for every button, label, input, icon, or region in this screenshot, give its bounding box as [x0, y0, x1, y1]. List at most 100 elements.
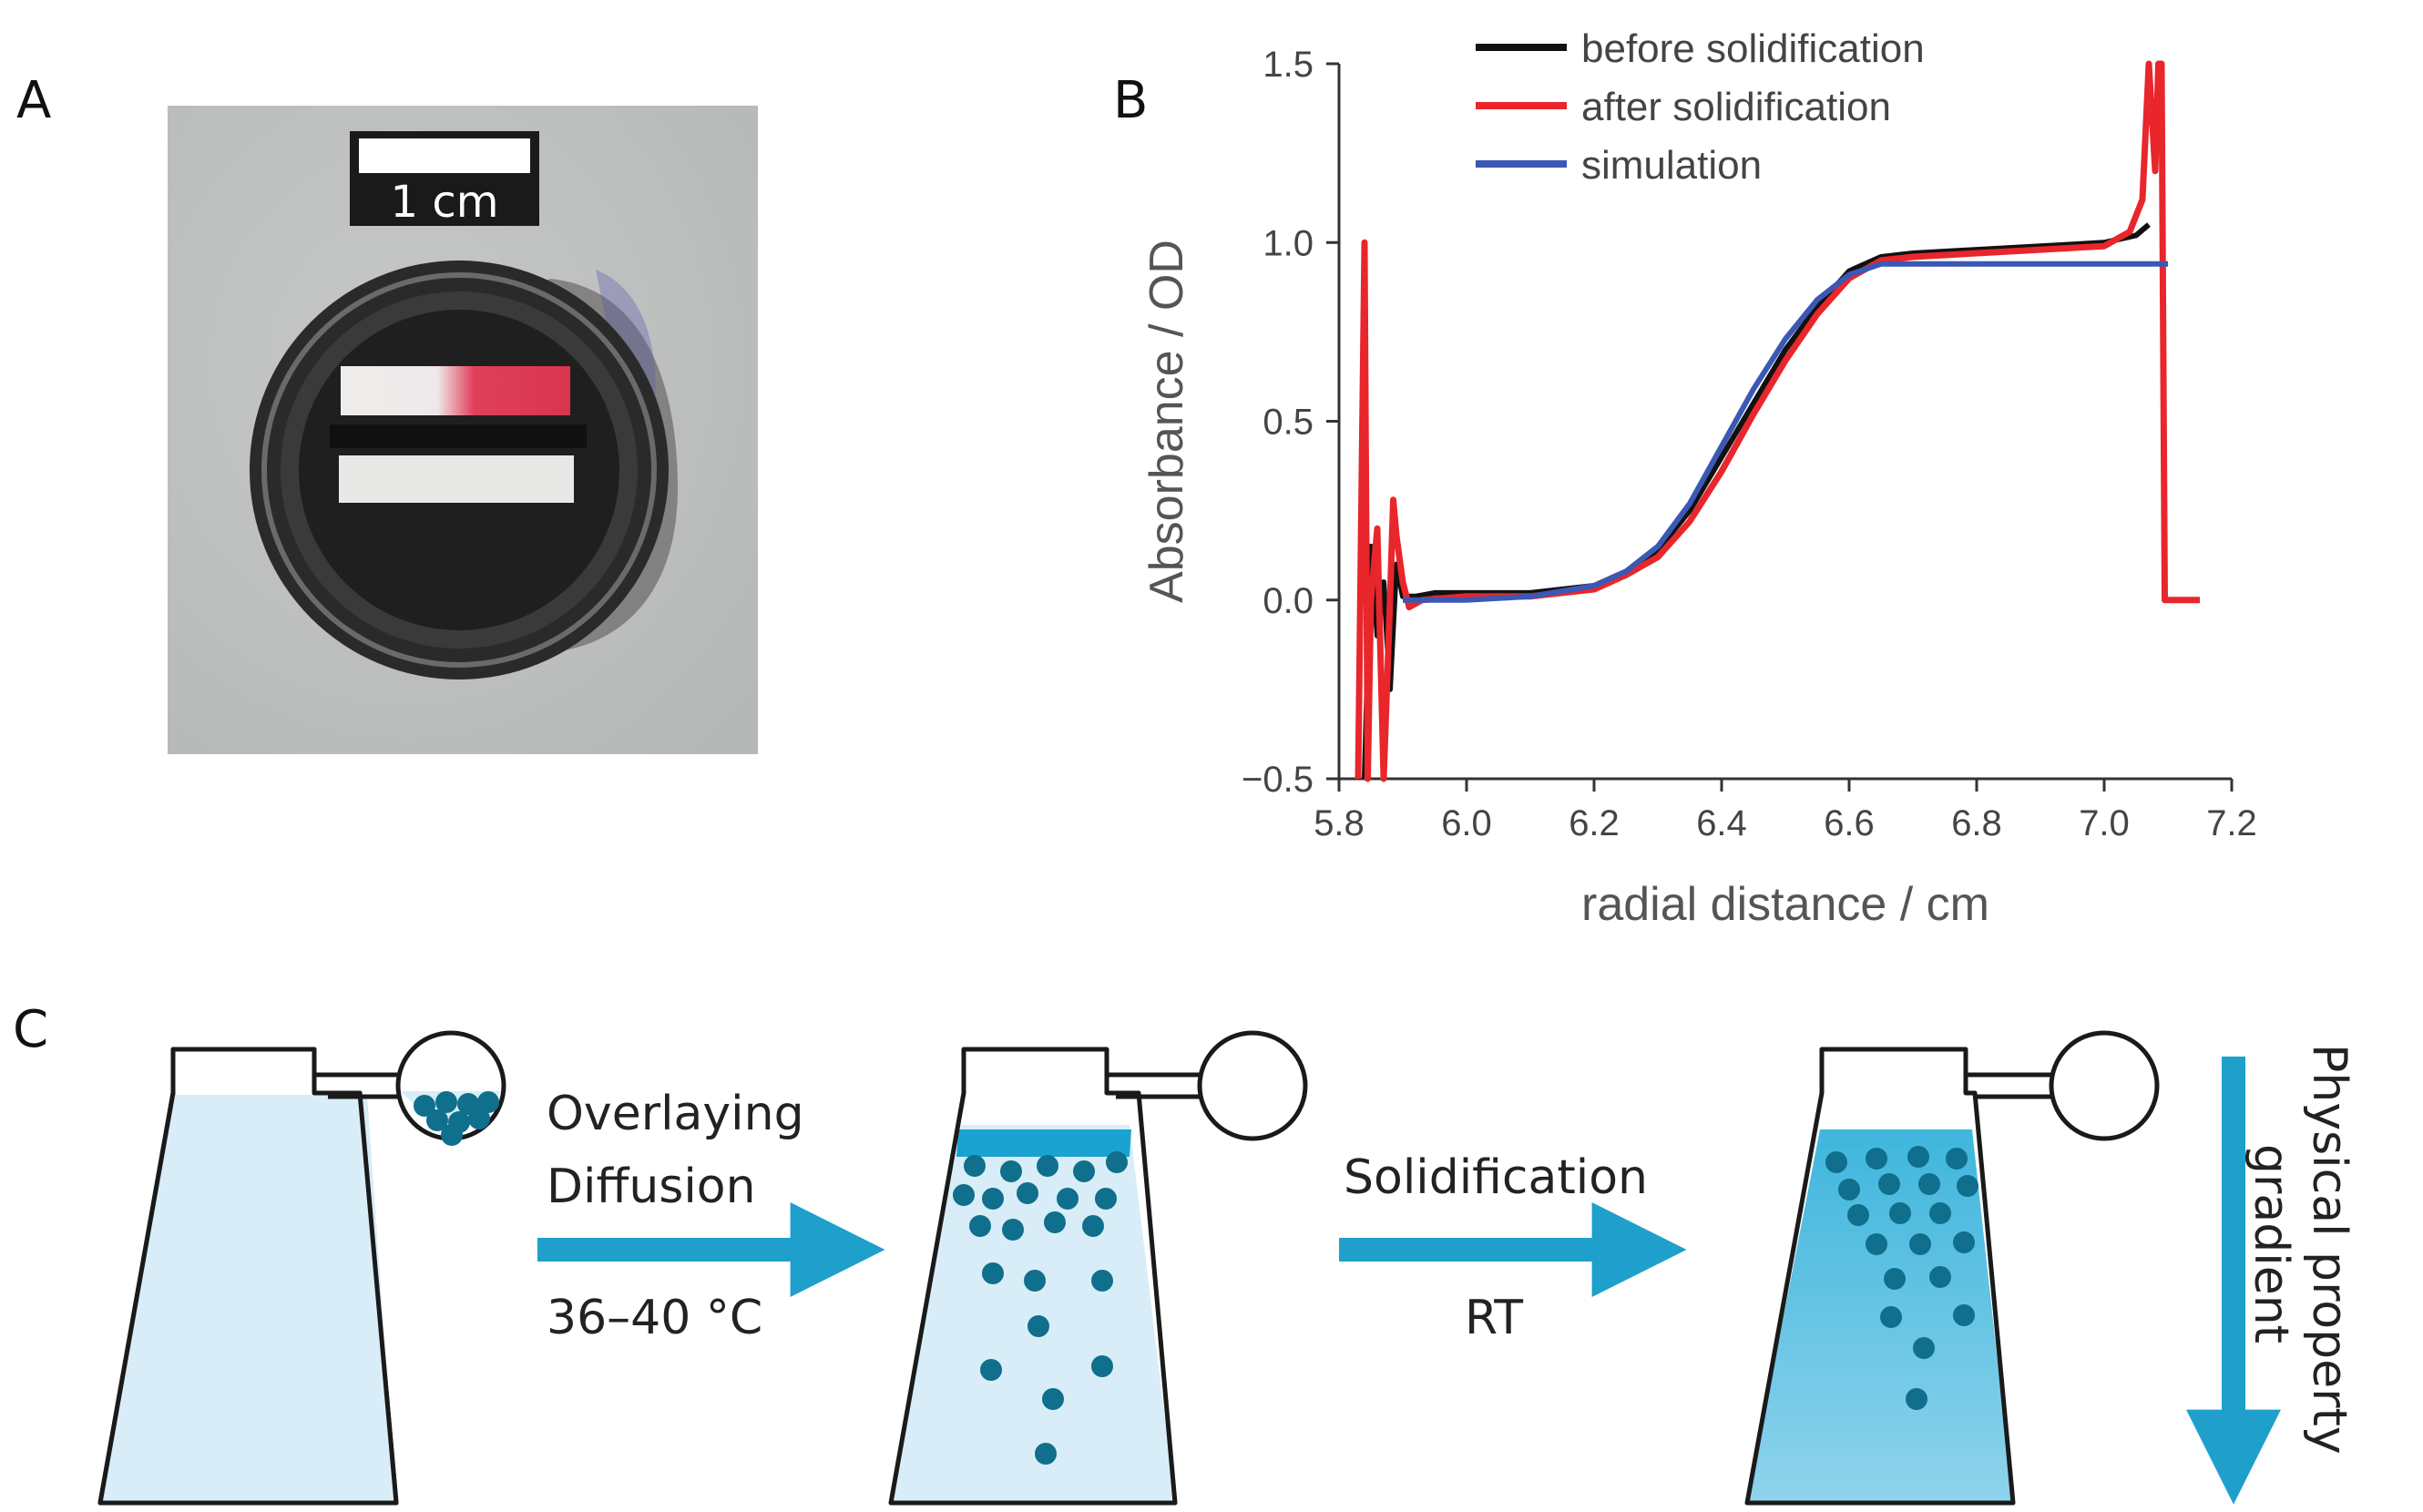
- particle: [1091, 1270, 1113, 1292]
- y-tick-label: 1.5: [1263, 45, 1314, 85]
- particle: [980, 1359, 1002, 1381]
- vessel-initial: [97, 1030, 506, 1506]
- series-line-2: [1355, 60, 2200, 782]
- particle: [1024, 1270, 1046, 1292]
- legend-entry-2: after solidification: [1581, 85, 1891, 129]
- particle: [477, 1091, 499, 1113]
- series-line-3: [1403, 261, 2168, 603]
- y-axis-label: Absorbance / OD: [1140, 240, 1193, 603]
- vessel-solidified-outline: [1744, 1047, 2016, 1506]
- x-tick-label: 7.0: [2079, 803, 2130, 843]
- step1-label-overlaying: Overlaying: [547, 1087, 804, 1141]
- particle: [1082, 1215, 1104, 1237]
- channel-divider: [330, 424, 587, 448]
- particle: [1847, 1204, 1869, 1226]
- x-tick-label: 6.4: [1696, 803, 1747, 843]
- particle: [426, 1109, 448, 1131]
- particle: [1838, 1179, 1860, 1200]
- particle: [1000, 1160, 1022, 1182]
- vessel-diffusion: [888, 1030, 1308, 1506]
- particle: [1913, 1337, 1935, 1359]
- gradient-label: Physical property gradient: [2244, 1044, 2357, 1455]
- particle: [441, 1124, 463, 1146]
- x-tick-label: 6.6: [1824, 803, 1875, 843]
- particle: [969, 1215, 991, 1237]
- particle: [1878, 1173, 1900, 1195]
- particle: [1057, 1188, 1079, 1210]
- legend-entry-3: simulation: [1581, 143, 1762, 188]
- x-tick-label: 6.8: [1951, 803, 2002, 843]
- scale-bar: [359, 138, 530, 173]
- step2-condition: RT: [1465, 1291, 1523, 1345]
- particle: [1906, 1388, 1927, 1410]
- y-tick-label: 1.0: [1263, 223, 1314, 263]
- vessel-solidified-fill: [1747, 1129, 2013, 1503]
- particle: [982, 1262, 1004, 1284]
- particle: [982, 1188, 1004, 1210]
- particle: [1929, 1202, 1951, 1224]
- vessel-diffusion-tube: [1107, 1072, 1212, 1099]
- sample-photo: 1 cm: [168, 106, 758, 754]
- vessel-diffusion-bulb: [1197, 1030, 1308, 1141]
- step1-condition: 36–40 °C: [547, 1291, 762, 1345]
- vessel-diffusion-top-layer: [956, 1129, 1131, 1157]
- step2-label: Solidification: [1344, 1150, 1648, 1205]
- particle: [1889, 1202, 1911, 1224]
- y-tick-label: −0.5: [1242, 760, 1314, 800]
- x-axis-label: radial distance / cm: [1581, 878, 1989, 931]
- panel-label-b: B: [1113, 71, 1149, 130]
- particle: [1957, 1175, 1978, 1197]
- solidified-particles: [1825, 1146, 1978, 1410]
- x-tick-label: 7.2: [2206, 803, 2257, 843]
- vessel-diffusion-outline: [888, 1047, 1178, 1506]
- vessel-solidified-bulb: [2049, 1030, 2160, 1141]
- y-tick-label: 0.0: [1263, 581, 1314, 621]
- absorbance-chart: 5.8 6.0 6.2 6.4 6.6 6.8 7.0 7.2 −0.5 0.0 0.5 1.0 1.…: [1140, 26, 2257, 931]
- sample-channel-filled: [341, 366, 570, 415]
- panel-label-a: A: [16, 71, 52, 130]
- gradient-label-line2: gradient: [2244, 1144, 2298, 1343]
- particle: [1017, 1182, 1038, 1204]
- particle: [1095, 1188, 1117, 1210]
- x-tick-label: 5.8: [1314, 803, 1365, 843]
- particle: [953, 1184, 975, 1206]
- particle: [414, 1095, 435, 1117]
- reference-channel: [339, 455, 574, 503]
- particle: [1918, 1173, 1940, 1195]
- particle: [1880, 1306, 1902, 1328]
- x-tick-label: 6.2: [1569, 803, 1620, 843]
- particle: [1825, 1151, 1847, 1173]
- chart-axes: [1337, 64, 2232, 781]
- panel-label-c: C: [13, 1000, 49, 1059]
- diffusion-particles: [953, 1151, 1128, 1465]
- particle: [1091, 1355, 1113, 1377]
- vessel-diffusion-fill: [891, 1125, 1175, 1503]
- x-tick-label: 6.0: [1441, 803, 1492, 843]
- vessel-initial-tube: [314, 1072, 410, 1099]
- particle: [1106, 1151, 1128, 1173]
- particle: [1866, 1233, 1887, 1255]
- particle: [1946, 1148, 1968, 1170]
- particle: [1953, 1304, 1975, 1326]
- particle: [1002, 1219, 1024, 1241]
- particle: [1953, 1231, 1975, 1253]
- particle: [435, 1091, 457, 1113]
- legend-entry-1: before solidification: [1581, 26, 1925, 71]
- y-tick-label: 0.5: [1263, 403, 1314, 443]
- step1-label-diffusion: Diffusion: [547, 1160, 756, 1214]
- particle: [1037, 1155, 1058, 1177]
- gradient-label-line1: Physical property: [2302, 1044, 2357, 1455]
- particle: [1866, 1148, 1887, 1170]
- cell-ring-highlight: [261, 272, 657, 668]
- particle: [964, 1155, 986, 1177]
- bulb-particles: [414, 1091, 499, 1146]
- particle: [1042, 1388, 1064, 1410]
- vessel-initial-fill: [100, 1095, 396, 1503]
- particle: [1035, 1443, 1057, 1465]
- particle: [1909, 1233, 1931, 1255]
- scale-bar-text: 1 cm: [391, 177, 499, 228]
- particle: [1929, 1266, 1951, 1288]
- vessel-solidified-tube: [1966, 1072, 2063, 1099]
- chart-legend: before solidification after solidificatio…: [1476, 26, 1925, 188]
